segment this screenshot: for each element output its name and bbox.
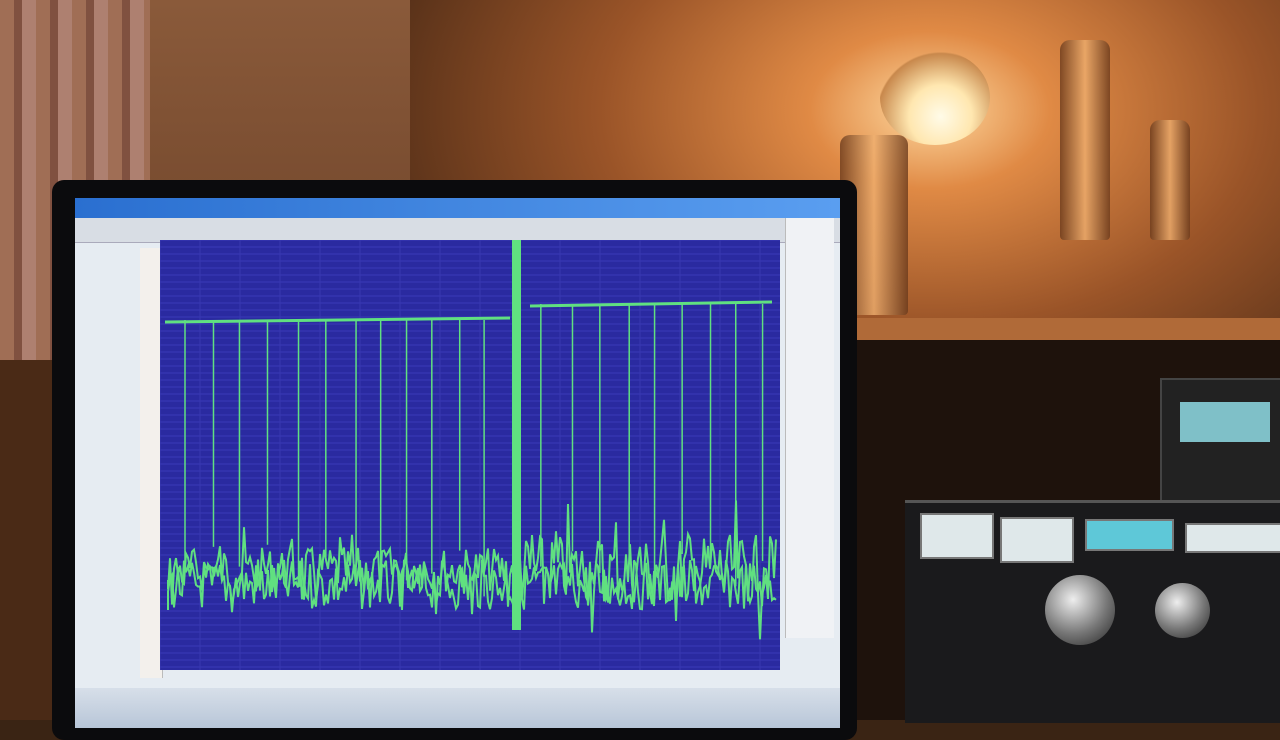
- meter: [920, 513, 994, 559]
- ham-radio-transceiver: [905, 500, 1280, 723]
- meter: [1085, 519, 1174, 551]
- control-pane: [785, 218, 834, 638]
- noise-trace: [167, 559, 777, 612]
- noise-trace: [167, 500, 777, 640]
- taskbar: [75, 688, 840, 728]
- shelf: [850, 318, 1280, 340]
- center-marker: [512, 240, 521, 630]
- screen: [75, 198, 840, 728]
- trace-baseline: [529, 300, 773, 308]
- vacuum-tube: [1150, 120, 1190, 240]
- spectrum-plot: [160, 240, 780, 670]
- tuning-knob: [1045, 575, 1115, 645]
- vacuum-tube: [1060, 40, 1110, 240]
- meter: [1185, 523, 1280, 553]
- meter: [1000, 517, 1074, 563]
- radio-receiver: [1160, 378, 1280, 507]
- receiver-display: [1180, 402, 1270, 442]
- window-titlebar: [75, 198, 840, 218]
- desk-lamp: [880, 50, 990, 145]
- knob: [1155, 583, 1210, 638]
- trace-baseline: [164, 316, 511, 324]
